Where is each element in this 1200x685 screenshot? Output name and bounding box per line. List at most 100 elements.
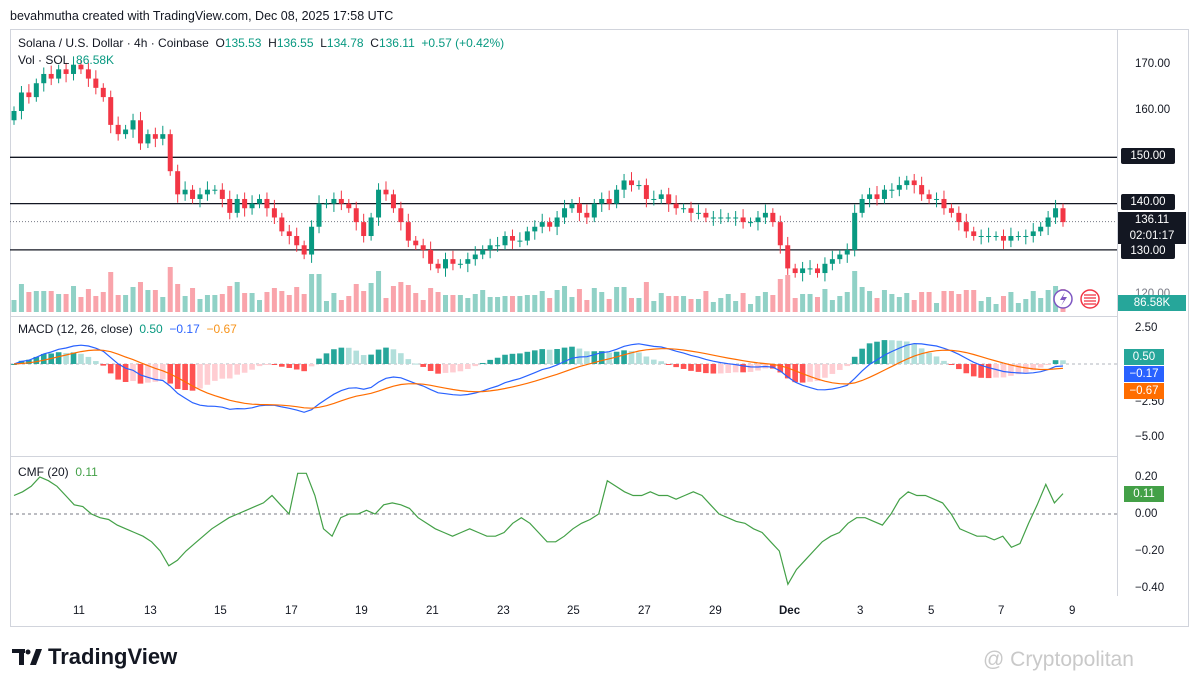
- macd-histogram-bar: [546, 349, 553, 364]
- tradingview-logo[interactable]: TradingView: [12, 644, 177, 671]
- volume-bar: [249, 293, 255, 312]
- volume-bar: [628, 298, 634, 312]
- time-tick: Dec: [779, 605, 801, 617]
- candle-body: [971, 231, 977, 237]
- macd-histogram-bar: [732, 364, 739, 373]
- candle-body: [108, 97, 114, 125]
- main-legend: Solana / U.S. Dollar · 4h · Coinbase O13…: [18, 36, 504, 50]
- volume-bar: [33, 291, 39, 312]
- macd-histogram-bar: [226, 364, 233, 379]
- candle-body: [1015, 236, 1021, 238]
- macd-histogram-bar: [130, 364, 136, 382]
- volume-label: Vol · SOL: [18, 53, 70, 67]
- macd-histogram-bar: [390, 349, 397, 364]
- macd-histogram-bar: [457, 364, 464, 372]
- volume-bar: [688, 299, 694, 312]
- volume-bar: [881, 290, 887, 312]
- low-value: 134.78: [326, 36, 364, 50]
- volume-bar: [896, 297, 902, 312]
- volume-bar: [576, 289, 582, 312]
- macd-histogram-bar: [591, 351, 598, 364]
- watermark: @ Cryptopolitan: [983, 648, 1134, 671]
- last-price-box: 136.11 02:01:17: [1118, 212, 1186, 244]
- macd-histogram-bar: [978, 364, 984, 378]
- macd-histogram-bar: [509, 353, 516, 364]
- macd-histogram-bar: [1030, 364, 1037, 371]
- candle-body: [123, 129, 129, 135]
- macd-histogram-bar: [918, 348, 925, 364]
- macd-histogram-bar: [911, 344, 918, 364]
- level-label-150: 150.00: [1121, 148, 1175, 164]
- chart-frame[interactable]: [10, 29, 1189, 627]
- macd-histogram-bar: [814, 364, 821, 381]
- candle-body: [294, 236, 300, 246]
- volume-bar: [740, 293, 746, 312]
- volume-bar: [457, 295, 463, 312]
- macd-histogram-bar: [695, 364, 702, 372]
- cmf-tick: −0.40: [1135, 582, 1165, 594]
- volume-bar: [353, 284, 359, 312]
- tradingview-wordmark: TradingView: [48, 644, 178, 669]
- high-value: 136.55: [276, 36, 314, 50]
- candle-body: [896, 185, 902, 190]
- candle-body: [978, 236, 984, 238]
- candle-body: [628, 180, 634, 186]
- candle-body: [800, 268, 806, 274]
- candle-body: [48, 73, 54, 79]
- volume-bar: [725, 294, 731, 312]
- candle-body: [740, 217, 746, 223]
- candle-body: [137, 120, 143, 144]
- volume-bar: [428, 288, 434, 312]
- macd-histogram-bar: [301, 364, 307, 372]
- close-label: C: [370, 36, 379, 50]
- macd-histogram-bar: [665, 364, 672, 365]
- volume-bar: [703, 291, 709, 312]
- volume-bar: [26, 292, 32, 312]
- candle-body: [78, 64, 84, 70]
- macd-signal-value: −0.67: [206, 322, 237, 336]
- candle-body: [234, 198, 240, 213]
- macd-histogram-bar: [784, 364, 791, 379]
- macd-histogram-bar: [822, 364, 828, 378]
- volume-bar: [859, 287, 865, 312]
- macd-histogram-bar: [1052, 360, 1059, 364]
- macd-signal-box: −0.67: [1124, 383, 1164, 399]
- macd-histogram-bar: [360, 355, 367, 364]
- macd-histogram-bar: [770, 364, 776, 369]
- candle-body: [807, 268, 813, 270]
- macd-histogram-bar: [122, 364, 129, 382]
- candle-body: [18, 92, 24, 111]
- macd-histogram-bar: [851, 356, 858, 364]
- candle-body: [748, 222, 754, 224]
- macd-histogram-bar: [896, 340, 903, 364]
- candle-body: [398, 208, 404, 223]
- macd-tick: −5.00: [1135, 431, 1165, 443]
- candle-body: [420, 245, 426, 250]
- last-price: 136.11: [1134, 214, 1170, 226]
- price-tick: 160.00: [1135, 104, 1171, 116]
- candle-body: [993, 236, 999, 238]
- candle-body: [1030, 231, 1036, 237]
- macd-histogram-bar: [234, 364, 240, 375]
- macd-histogram-bar: [472, 364, 479, 367]
- candle-body: [576, 203, 582, 213]
- bar-countdown: 02:01:17: [1129, 230, 1175, 242]
- macd-histogram-bar: [1008, 364, 1014, 376]
- candle-body: [11, 111, 17, 121]
- candle-body: [695, 212, 701, 214]
- macd-histogram-bar: [881, 340, 888, 364]
- candle-body: [413, 240, 419, 246]
- volume-bar: [212, 295, 218, 312]
- candle-body: [405, 222, 411, 241]
- macd-histogram-bar: [316, 358, 322, 364]
- candle-body: [524, 231, 530, 241]
- candle-body: [331, 198, 337, 204]
- volume-bar: [681, 296, 687, 312]
- macd-histogram-bar: [1037, 364, 1044, 368]
- volume-bar: [137, 282, 143, 312]
- cmf-value: 0.11: [75, 465, 98, 479]
- open-value: 135.53: [224, 36, 262, 50]
- macd-histogram-bar: [628, 351, 635, 364]
- macd-histogram-bar: [903, 341, 910, 364]
